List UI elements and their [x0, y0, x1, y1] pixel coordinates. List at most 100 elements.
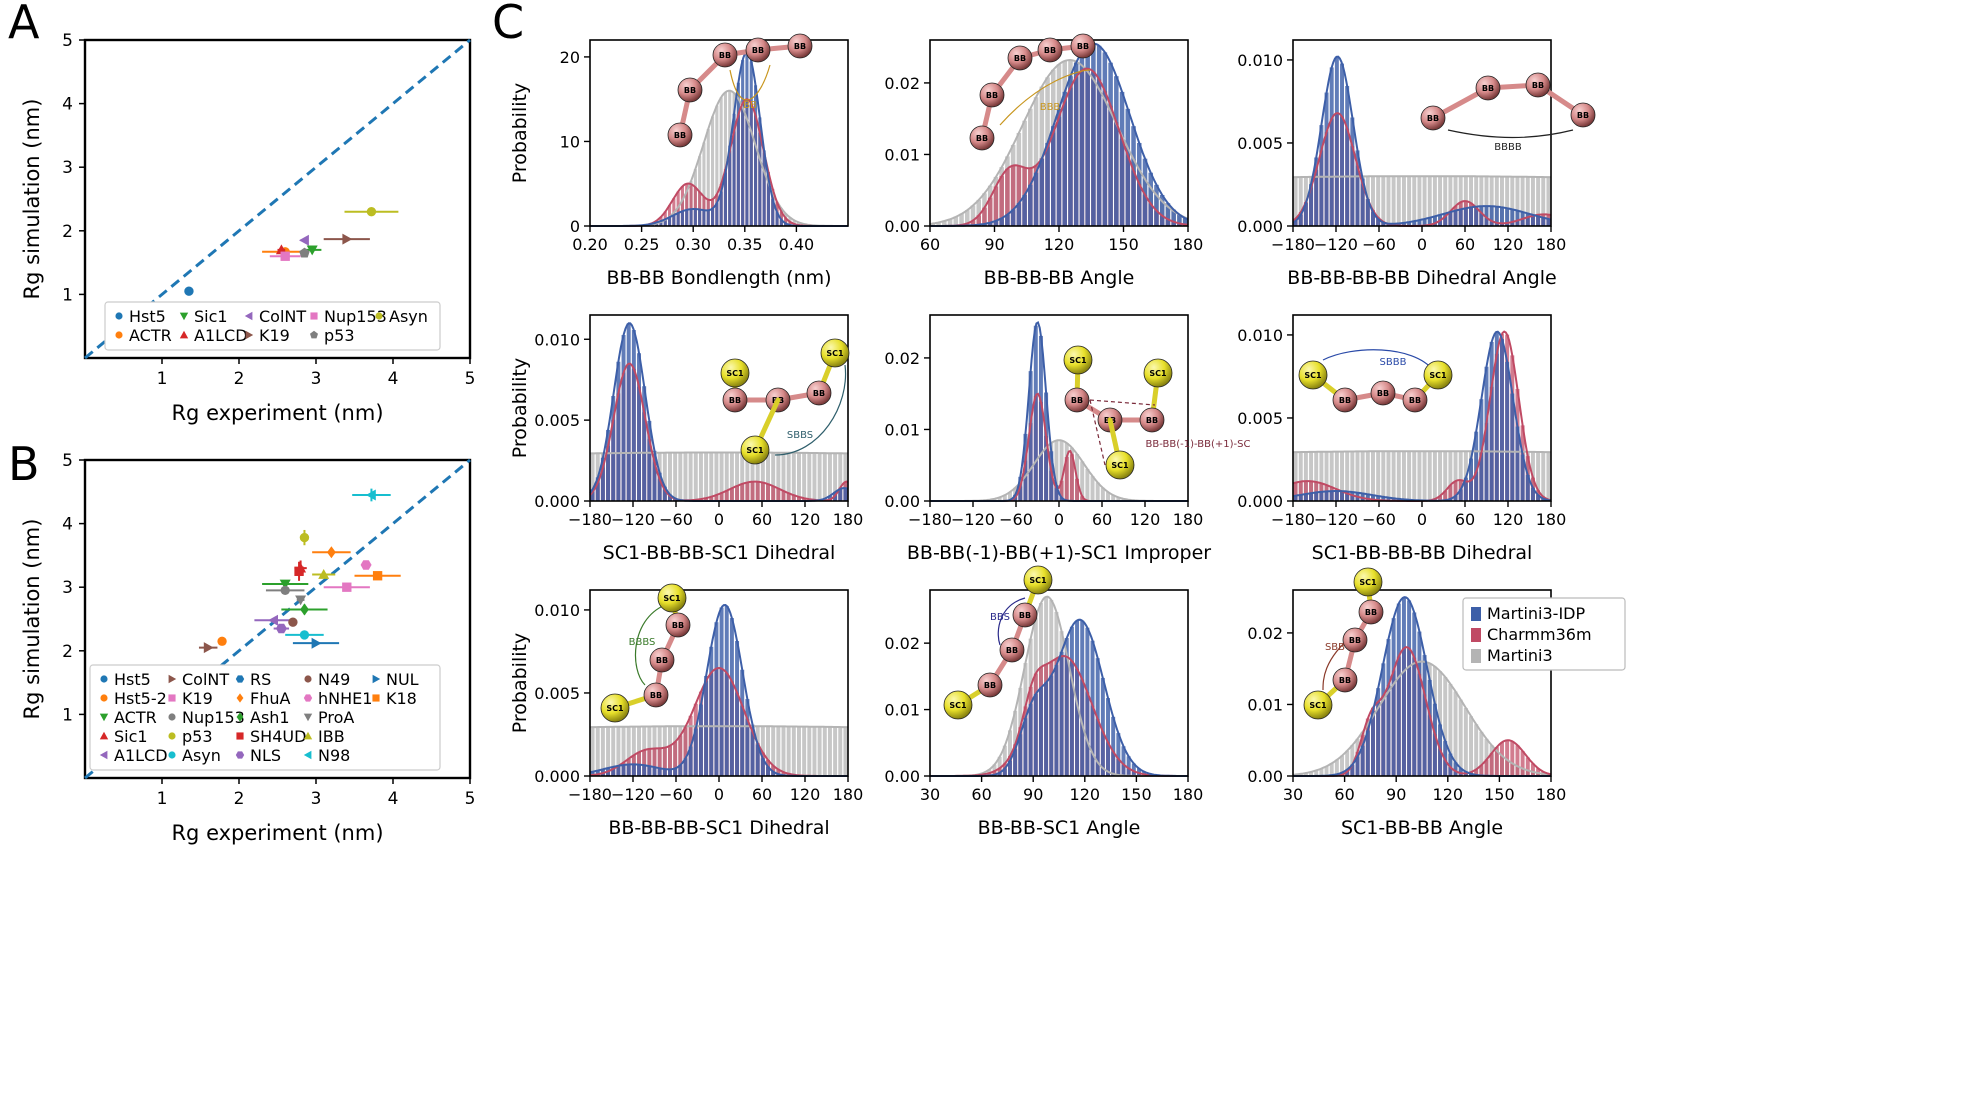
panel-a-legend-label: ACTR [129, 326, 172, 345]
panel-c-xlabel: SC1-BB-BB-SC1 Dihedral [603, 542, 836, 564]
panel-c-bar-martini3-idp [1422, 218, 1427, 226]
panel-c-bar-martini3 [1303, 451, 1308, 501]
panel-c-bar-martini3 [1479, 731, 1484, 776]
panel-b-legend-label: p53 [182, 727, 213, 746]
panel-c-bar-charmm36m [797, 496, 801, 501]
panel-c-bar-charmm36m [791, 495, 796, 501]
panel-c-bar-martini3 [1314, 451, 1319, 501]
panel-b-legend-label: N49 [318, 670, 350, 689]
panel-c-bar-martini3-idp [1045, 142, 1050, 226]
panel-c-bar-charmm36m [1484, 759, 1489, 776]
panel-c-bar-charmm36m [1016, 165, 1022, 226]
panel-c-xtick-label: 60 [1092, 510, 1112, 529]
panel-c-bar-martini3 [1443, 176, 1448, 226]
panel-c-xtick-label: 120 [1493, 235, 1524, 254]
panel-c-bar-martini3 [1412, 176, 1417, 226]
panel-c-bar-martini3-idp [642, 386, 647, 501]
panel-c-bar-martini3 [1106, 491, 1110, 501]
panel-c-bar-martini3 [1422, 451, 1427, 501]
panel-c-bar-martini3-idp [1417, 220, 1422, 226]
panel-c-bar-martini3-idp [723, 172, 727, 226]
panel-a-point-nup153 [280, 251, 290, 261]
panel-c-bar-martini3-idp [611, 396, 616, 501]
panel-c-bar-martini3-idp [1142, 158, 1148, 226]
panel-c-bar-martini3-idp [1340, 491, 1344, 501]
bb-bead-label: BB [672, 621, 684, 630]
sc1-bead [600, 693, 630, 723]
panel-c-ylabel: Probability [509, 633, 531, 733]
panel-c-xtick-label: 30 [1283, 785, 1303, 804]
panel-c-bar-martini3-idp [626, 323, 631, 501]
bb-bead-label: BB [1409, 396, 1421, 405]
panel-c-bar-martini3-idp [1075, 620, 1080, 776]
panel-c-bar-martini3-idp [749, 61, 753, 226]
panel-b-xtick-label: 4 [388, 789, 399, 809]
bb-bead [643, 682, 669, 708]
panel-b-point-proa [295, 595, 307, 606]
panel-c-bar-charmm36m [693, 187, 697, 226]
panel-c-ytick-label: 0.01 [884, 420, 920, 439]
panel-b-legend-marker [303, 713, 313, 722]
panel-c-bar-martini3-idp [698, 209, 702, 226]
panel-c-bar-martini3-idp [754, 85, 758, 226]
panel-b-scatter: 1 2 3 4 5 1 2 3 4 5 Rg experiment (nm) Rg simulatio… [20, 451, 475, 845]
panel-c-xlabel: BB-BB-SC1 Angle [978, 817, 1141, 839]
panel-c-curve-martini3 [590, 89, 848, 227]
panel-c-bar-martini3 [791, 452, 796, 501]
panel-c-bar-martini3-idp [1085, 45, 1090, 226]
panel-a-ytick-label: 2 [62, 222, 73, 242]
panel-b-legend-marker [168, 751, 176, 759]
panel-c-bar-martini3 [1546, 177, 1551, 226]
panel-c-bar-martini3-idp [1350, 492, 1355, 501]
panel-c-bar-martini3 [1520, 176, 1525, 226]
bb-bead [649, 647, 675, 673]
panel-c-xtick-label: −180 [568, 510, 612, 529]
panel-c-bar-martini3 [724, 452, 729, 501]
panel-c-bar-charmm36m [724, 490, 729, 501]
panel-c-bar-charmm36m [689, 184, 693, 226]
panel-c-bar-martini3-idp [1171, 209, 1176, 226]
panel-c-bar-martini3 [827, 726, 832, 776]
panel-b-legend-label: K18 [386, 689, 417, 708]
panel-c-bar-martini3 [1002, 745, 1007, 776]
panel-c-curve-charmm36m [930, 67, 1189, 227]
panel-c-bar-martini3-idp [1381, 222, 1386, 226]
panel-b-legend-marker [168, 694, 176, 702]
panel-c-bar-martini3 [729, 452, 734, 501]
panel-c-bar-martini3-idp [1417, 631, 1422, 776]
panel-c-bar-martini3-idp [1329, 67, 1334, 226]
panel-a-legend-marker [179, 312, 189, 321]
panel-c-bar-charmm36m [1494, 747, 1499, 776]
panel-a-legend-label: K19 [259, 326, 290, 345]
panel-c-curve-charmm36m [590, 98, 848, 227]
panel-c-bar-martini3 [812, 453, 817, 501]
panel-c-axes-frame [1292, 589, 1552, 777]
panel-b-legend-label: ProA [318, 708, 354, 727]
panel-c-bar-martini3 [631, 726, 636, 776]
panel-c-xtick-label: −60 [1362, 235, 1396, 254]
panel-a-xtick-label: 2 [234, 369, 245, 389]
sc1-bead-label: SC1 [1309, 701, 1327, 710]
panel-c-bar-martini3-idp [1314, 492, 1319, 501]
panel-b-point-fhua [327, 546, 336, 559]
panel-c-bar-martini3-idp [1448, 498, 1453, 501]
panel-c-bar-martini3-idp [1412, 221, 1417, 226]
panel-c-bar-martini3-idp [668, 494, 672, 501]
panel-c-bar-martini3-idp [735, 640, 740, 776]
panel-c-bar-martini3 [807, 452, 812, 501]
panel-c-ytick-label: 0.00 [884, 217, 920, 236]
panel-c-bar-martini3 [750, 452, 755, 501]
panel-c-bar-martini3-idp [771, 771, 776, 776]
panel-c-subplot-6: −180 −120 −60 0 60 120 180 0.000 0.005 0.010 SC1-B… [1237, 314, 1566, 564]
panel-a-ytick-label: 5 [62, 31, 73, 51]
panel-c-xtick-label: 0.30 [675, 235, 711, 254]
panel-c-bar-charmm36m [760, 482, 765, 501]
panel-c-bar-martini3-idp [1303, 493, 1308, 501]
panel-c-xtick-label: 90 [1386, 785, 1406, 804]
panel-c-bar-martini3 [843, 453, 848, 501]
panel-b-point-a1lcd [268, 614, 278, 626]
panel-c-bar-martini3 [1427, 451, 1432, 501]
panel-c-ylabel: Probability [509, 358, 531, 458]
panel-c-bar-martini3-idp [600, 457, 605, 501]
panel-c-bar-martini3-idp [1381, 663, 1386, 776]
